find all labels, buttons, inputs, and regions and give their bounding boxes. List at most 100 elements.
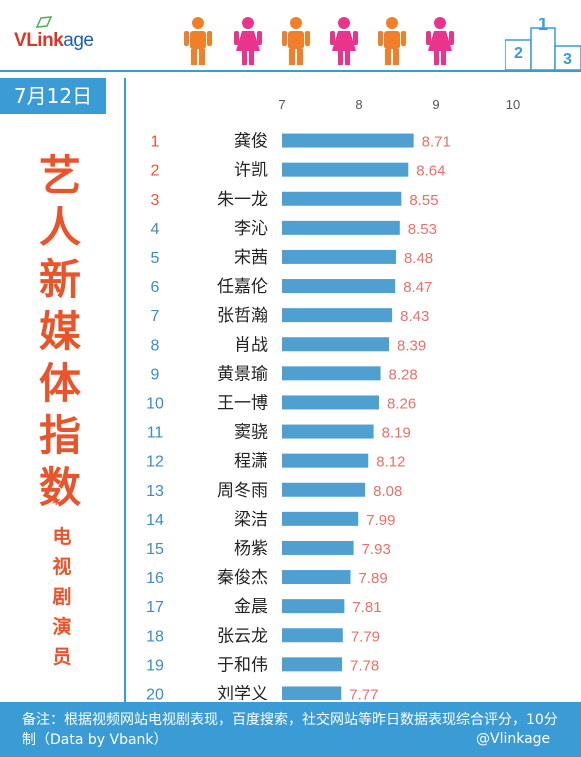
score-label: 8.53 <box>408 221 437 238</box>
score-label: 7.89 <box>359 570 388 587</box>
score-bar <box>282 453 369 468</box>
rank-number: 6 <box>151 279 160 296</box>
score-bar <box>282 249 396 264</box>
artist-name: 龚俊 <box>234 132 268 152</box>
rank-number: 5 <box>151 250 160 267</box>
x-tick-label: 8 <box>355 97 362 112</box>
score-label: 7.93 <box>362 541 391 558</box>
x-tick-label: 9 <box>432 97 439 112</box>
artist-name: 张哲瀚 <box>217 306 268 326</box>
rank-number: 13 <box>146 483 164 500</box>
artist-name: 黄景瑜 <box>217 364 268 384</box>
artist-name: 周冬雨 <box>217 481 268 501</box>
rank-number: 15 <box>146 541 164 558</box>
score-bar <box>282 337 390 352</box>
subtitle-char: 剧 <box>52 586 72 608</box>
artist-name: 刘学义 <box>217 684 268 700</box>
logo-mark-icon <box>36 16 52 28</box>
female-person-icon <box>234 17 262 65</box>
score-label: 8.08 <box>373 483 402 500</box>
score-label: 7.77 <box>349 686 378 700</box>
rank-number: 19 <box>146 657 164 674</box>
rank-number: 4 <box>151 221 160 238</box>
page-title: 艺 人 新 媒 体 指 数 <box>30 150 90 514</box>
rank-number: 18 <box>146 628 164 645</box>
subtitle-char: 视 <box>52 556 72 578</box>
title-char: 艺 <box>38 151 81 200</box>
podium-label-3: 3 <box>563 51 572 68</box>
score-label: 8.64 <box>416 163 445 180</box>
podium-label-2: 2 <box>514 45 523 62</box>
artist-name: 张云龙 <box>217 626 268 646</box>
x-tick-label: 7 <box>278 97 285 112</box>
score-bar <box>282 424 374 439</box>
podium-label-1: 1 <box>538 18 548 34</box>
artist-name: 金晨 <box>234 597 268 617</box>
left-divider <box>124 78 126 702</box>
title-char: 媒 <box>38 307 81 356</box>
artist-name: 秦俊杰 <box>217 568 268 588</box>
artist-name: 肖战 <box>234 335 268 355</box>
score-label: 8.47 <box>403 279 432 296</box>
score-label: 8.28 <box>389 366 418 383</box>
score-bar <box>282 133 414 148</box>
subtitle-char: 电 <box>52 526 72 548</box>
score-bar <box>282 628 343 643</box>
artist-name: 程潇 <box>234 452 268 472</box>
rank-number: 9 <box>151 366 160 383</box>
score-bar <box>282 220 400 235</box>
rank-number: 7 <box>151 308 160 325</box>
logo-age: age <box>63 30 94 51</box>
score-bar <box>282 191 402 206</box>
title-char: 体 <box>38 359 81 408</box>
score-label: 8.26 <box>387 395 416 412</box>
score-label: 8.39 <box>397 337 426 354</box>
female-person-icon <box>426 17 454 65</box>
artist-name: 宋茜 <box>234 248 268 268</box>
score-bar <box>282 162 409 177</box>
score-bar <box>282 308 393 323</box>
score-label: 7.79 <box>351 628 380 645</box>
score-label: 8.12 <box>376 454 405 471</box>
score-label: 8.43 <box>400 308 429 325</box>
title-char: 数 <box>38 463 81 512</box>
artist-name: 梁洁 <box>234 510 268 530</box>
artist-name: 王一博 <box>217 393 268 413</box>
header: VLinkage <box>0 0 581 72</box>
male-person-icon <box>282 17 310 65</box>
rank-number: 14 <box>146 512 164 529</box>
rank-number: 2 <box>151 163 160 180</box>
rank-number: 8 <box>151 337 160 354</box>
score-bar <box>282 511 359 526</box>
page-subtitle: 电 视 剧 演 员 <box>45 522 79 672</box>
rank-number: 20 <box>146 686 164 700</box>
subtitle-char: 员 <box>52 646 72 668</box>
rank-number: 10 <box>146 395 164 412</box>
logo-v: V <box>14 30 27 51</box>
male-person-icon <box>378 17 406 65</box>
artist-name: 任嘉伦 <box>217 277 268 297</box>
artist-name: 朱一龙 <box>217 190 268 210</box>
date-badge: 7月12日 <box>0 78 106 114</box>
footer-note: 备注：根据视频网站电视剧表现，百度搜索，社交网站等昨日数据表现综合评分，10分制… <box>22 712 558 748</box>
title-asterisk: * <box>52 494 61 513</box>
score-bar <box>282 279 396 294</box>
score-bar <box>282 599 345 614</box>
title-char: 新 <box>38 255 81 304</box>
score-bar <box>282 657 343 672</box>
score-bar <box>282 570 351 585</box>
weibo-handle: @Vlinkage <box>476 731 551 747</box>
title-char: 指 <box>38 411 81 460</box>
header-divider <box>0 70 581 72</box>
podium-icon: 2 1 3 <box>505 18 581 70</box>
rank-number: 12 <box>146 454 164 471</box>
people-icons <box>184 17 454 65</box>
ranking-bar-chart: 7 8 9 10 1 龚俊 8.71 2 许凯 8.64 3 朱一龙 8.55 4 李沁 8.53 5 宋茜 8.4… <box>146 97 520 700</box>
score-label: 7.99 <box>366 512 395 529</box>
artist-name: 李沁 <box>234 219 268 239</box>
score-bar <box>282 482 366 497</box>
rank-number: 17 <box>146 599 164 616</box>
score-bar <box>282 395 380 410</box>
score-label: 8.19 <box>382 425 411 442</box>
rank-number: 3 <box>151 192 160 209</box>
